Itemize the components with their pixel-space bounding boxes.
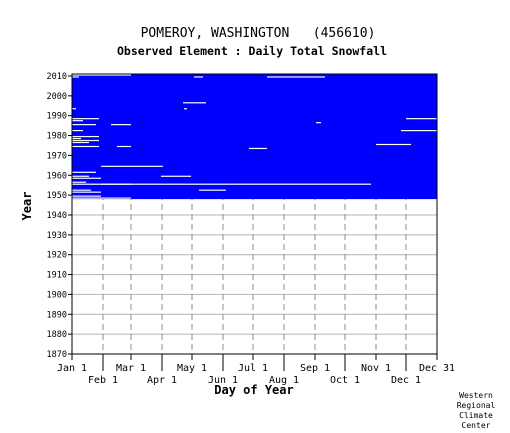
x-axis-label: Day of Year: [214, 383, 293, 397]
data-gap: [72, 124, 96, 126]
y-tick-label: 1960: [47, 171, 67, 181]
data-gap: [316, 122, 321, 124]
y-tick-label: 1900: [47, 290, 67, 300]
data-gap: [161, 175, 191, 177]
data-gap: [72, 141, 89, 144]
y-tick-labels: 1870 1880 1890 1900 1910 1920 1930 1940 1950 1960…: [47, 72, 72, 360]
x-tick-label: Jan 1: [57, 363, 87, 374]
x-tick-label: Sep 1: [300, 363, 330, 374]
y-axis-label: Year: [20, 192, 34, 221]
x-tick-label: Oct 1: [330, 375, 360, 386]
data-gap: [72, 118, 99, 120]
x-tick-labels: Jan 1 Mar 1 May 1 Jul 1 Sep 1 Nov 1 Dec 31 Feb …: [57, 354, 455, 386]
data-gap: [249, 147, 267, 150]
data-gap: [72, 177, 101, 179]
data-gap: [72, 191, 101, 193]
missing-data-layer: [72, 74, 437, 199]
chart-subtitle: Observed Element : Daily Total Snowfall: [117, 44, 387, 58]
data-gap: [406, 118, 437, 120]
plot-frame: [71, 73, 438, 355]
data-gap: [72, 76, 79, 78]
x-tick-label: Aug 1: [269, 375, 299, 386]
x-tick-label: Apr 1: [147, 375, 177, 386]
y-tick-label: 2010: [47, 72, 67, 82]
data-gap: [72, 108, 76, 110]
data-gap: [72, 195, 101, 197]
y-tick-label: 1890: [47, 310, 67, 320]
credit-line-4: Center: [462, 421, 491, 430]
data-gap: [72, 74, 131, 76]
credit-line-3: Climate: [459, 411, 493, 420]
y-tick-label: 1970: [47, 151, 67, 161]
x-tick-label: Jun 1: [208, 375, 238, 386]
x-tick-label: Dec 31: [419, 363, 455, 374]
y-tick-label: 1870: [47, 350, 67, 360]
data-gap: [194, 76, 203, 78]
data-gap: [72, 175, 89, 177]
data-gap: [72, 189, 91, 191]
x-tick-label: Feb 1: [88, 375, 118, 386]
y-tick-label: 1990: [47, 112, 67, 122]
data-coverage-block: [72, 74, 437, 200]
x-tick-label: Dec 1: [391, 375, 421, 386]
data-gap: [72, 120, 83, 122]
data-gap: [101, 183, 371, 185]
y-tick-label: 2000: [47, 92, 67, 102]
x-gridlines: [102, 74, 407, 354]
y-tick-label: 1920: [47, 251, 67, 261]
y-tick-label: 1980: [47, 132, 67, 142]
x-tick-label: Jul 1: [238, 363, 268, 374]
data-gap: [184, 108, 187, 110]
x-tick-label: Nov 1: [361, 363, 391, 374]
data-gap: [72, 171, 96, 173]
data-gap: [117, 145, 131, 148]
y-tick-label: 1930: [47, 231, 67, 241]
data-gap: [72, 139, 99, 142]
y-tick-label: 1940: [47, 211, 67, 221]
data-gap: [72, 181, 86, 183]
data-gap: [72, 145, 99, 148]
data-gap: [401, 130, 437, 132]
credit-line-2: Regional: [457, 401, 496, 410]
chart-title: POMEROY, WASHINGTON (456610): [141, 26, 376, 41]
y-tick-label: 1880: [47, 330, 67, 340]
data-gap: [72, 197, 131, 199]
data-gap: [183, 102, 206, 104]
data-gap: [199, 189, 226, 191]
y-tick-label: 1910: [47, 271, 67, 281]
x-tick-label: Mar 1: [116, 363, 146, 374]
y-tick-label: 1950: [47, 191, 67, 201]
data-gap: [72, 130, 83, 132]
credit-line-1: Western: [459, 391, 493, 400]
x-tick-label: May 1: [177, 363, 207, 374]
data-gap: [267, 76, 325, 78]
data-gap: [376, 143, 411, 146]
data-layer: [72, 74, 437, 200]
data-gap: [111, 124, 131, 126]
credit-block: Western Regional Climate Center: [457, 391, 496, 430]
data-gap: [72, 135, 99, 138]
data-gap: [72, 137, 81, 140]
data-gap: [101, 165, 163, 167]
